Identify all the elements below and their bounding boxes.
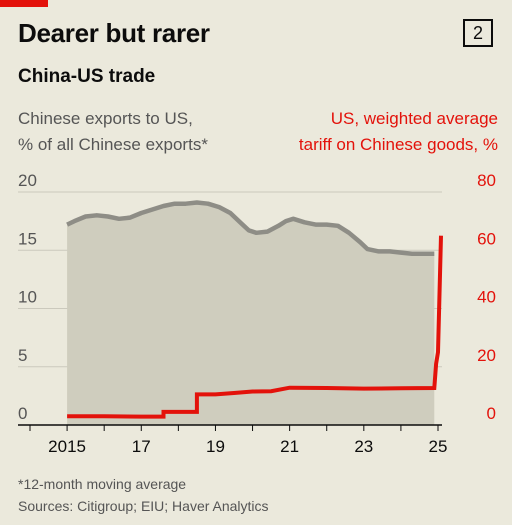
brand-red-bar (0, 0, 48, 7)
chart-subtitle: China-US trade (18, 66, 156, 87)
x-tick-label: 19 (206, 437, 225, 456)
left-tick-label: 10 (18, 288, 37, 307)
chart-plot: 0 5 10 15 20 0 20 40 60 80 2015 17 19 21 23 25 (18, 171, 496, 456)
left-tick-label: 15 (18, 229, 37, 248)
left-tick-label: 5 (18, 346, 27, 365)
exports-line (66, 200, 435, 256)
x-tick-label: 2015 (48, 437, 86, 456)
footnote: *12-month moving average (18, 476, 187, 492)
left-tick-label: 0 (18, 404, 27, 423)
right-tick-label: 20 (477, 346, 496, 365)
x-tick-label: 21 (280, 437, 299, 456)
tariff-line (67, 235, 443, 419)
x-tick-label: 25 (429, 437, 448, 456)
right-axis-label: US, weighted average tariff on Chinese g… (298, 109, 498, 154)
left-axis-label: Chinese exports to US, % of all Chinese … (18, 109, 208, 154)
right-tick-label: 0 (487, 404, 496, 423)
x-tick-label: 17 (132, 437, 151, 456)
chart-title: Dearer but rarer (18, 18, 210, 48)
exports-area (67, 202, 435, 425)
sources: Sources: Citigroup; EIU; Haver Analytics (18, 498, 269, 514)
chart-number-badge: 2 (463, 19, 493, 47)
right-tick-label: 40 (477, 288, 496, 307)
x-tick-label: 23 (354, 437, 373, 456)
left-tick-label: 20 (18, 171, 37, 190)
right-tick-label: 60 (477, 229, 496, 248)
right-tick-label: 80 (477, 171, 496, 190)
